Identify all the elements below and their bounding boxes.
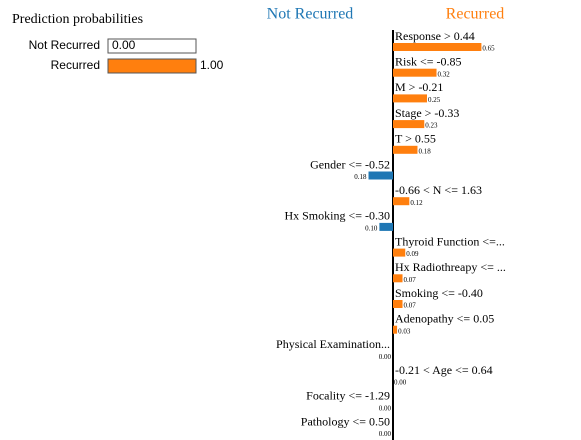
class-name: Not Recurred — [267, 6, 354, 23]
feature-label: Response > 0.44 — [395, 29, 475, 43]
feature-label: Hx Radiothreapy <= ... — [395, 260, 506, 274]
feature-label: Adenopathy <= 0.05 — [395, 311, 494, 325]
weight-label: 0.03 — [398, 327, 411, 335]
weight-label: 0.00 — [394, 379, 407, 387]
probability-value: 0.00 — [112, 38, 136, 52]
weight-bar — [393, 145, 418, 154]
probability-frame — [107, 38, 197, 54]
weight-label: 0.00 — [379, 404, 392, 412]
weight-label: 0.32 — [438, 70, 451, 78]
weight-label: 0.00 — [379, 430, 392, 438]
feature-label: Pathology <= 0.50 — [301, 414, 390, 428]
feature-label: Gender <= -0.52 — [310, 157, 390, 171]
feature-label: Risk <= -0.85 — [395, 54, 462, 68]
weight-label: 0.07 — [404, 276, 417, 284]
feature-label: Thyroid Function <=... — [395, 234, 505, 248]
weight-label: 0.18 — [354, 173, 367, 181]
weight-bar — [368, 171, 393, 180]
weight-bar — [393, 325, 398, 334]
feature-label: -0.66 < N <= 1.63 — [395, 183, 482, 197]
weight-bar — [379, 222, 393, 231]
feature-label: Hx Smoking <= -0.30 — [284, 209, 390, 223]
class-name: Recurred — [446, 6, 505, 23]
weight-bar — [393, 274, 403, 283]
probability-label: Recurred — [51, 58, 100, 72]
probability-label: Not Recurred — [29, 38, 100, 52]
feature-label: T > 0.55 — [395, 132, 436, 146]
weight-bar — [393, 68, 437, 77]
weight-label: 0.00 — [379, 353, 392, 361]
feature-label: Focality <= -1.29 — [306, 389, 390, 403]
feature-label: -0.21 < Age <= 0.64 — [395, 363, 493, 377]
feature-label: M > -0.21 — [395, 80, 443, 94]
weight-label: 0.65 — [482, 45, 495, 53]
weight-bar — [393, 43, 482, 51]
weight-bar — [393, 300, 403, 308]
weight-label: 0.09 — [406, 250, 419, 258]
probability-bar — [107, 58, 197, 74]
weight-bar — [393, 94, 427, 103]
weight-label: 0.07 — [404, 302, 417, 310]
weight-label: 0.23 — [425, 122, 438, 130]
weight-bar — [393, 120, 425, 129]
weight-label: 0.18 — [418, 147, 431, 155]
weight-label: 0.10 — [365, 225, 378, 233]
probabilities-title: Prediction probabilities — [12, 12, 143, 27]
weight-label: 0.12 — [410, 199, 423, 207]
weight-bar — [393, 197, 410, 206]
feature-label: Stage > -0.33 — [395, 106, 459, 120]
weight-bar — [393, 248, 406, 257]
feature-label: Physical Examination... — [276, 337, 390, 351]
probability-value: 1.00 — [200, 58, 224, 72]
weight-label: 0.25 — [428, 96, 441, 104]
feature-label: Smoking <= -0.40 — [395, 286, 483, 300]
